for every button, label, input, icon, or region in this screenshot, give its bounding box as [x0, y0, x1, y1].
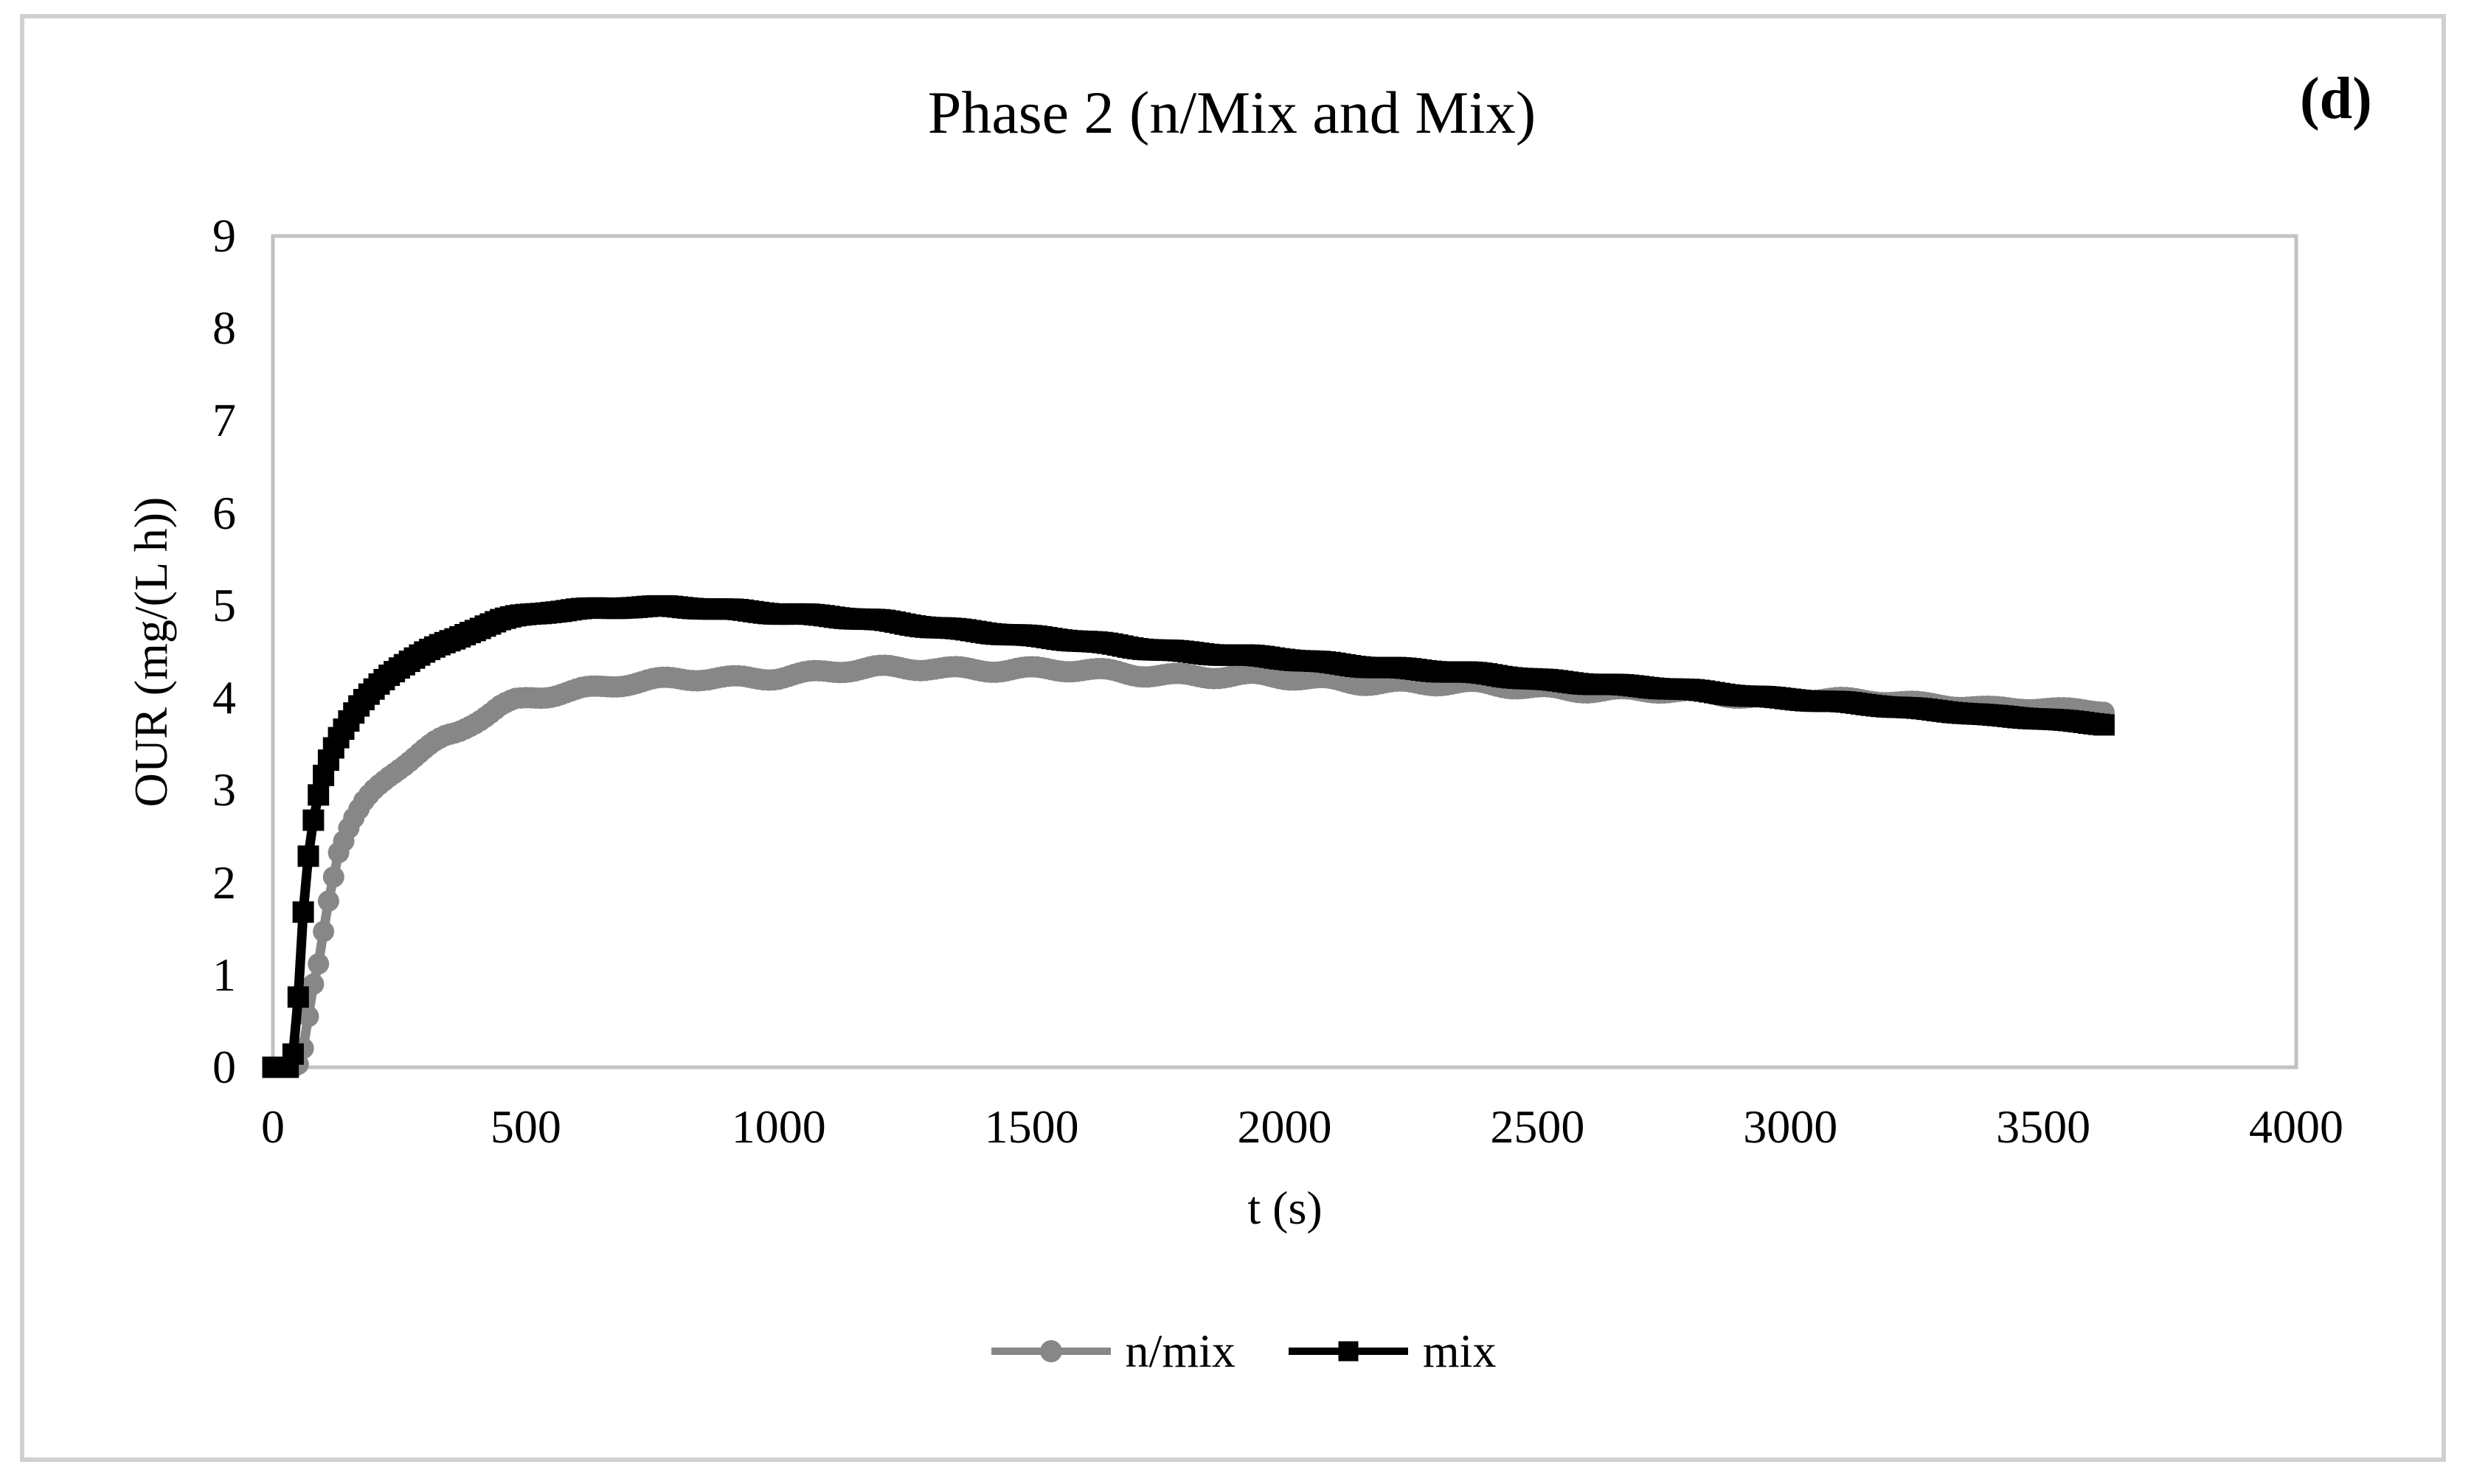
y-tick-label: 9 — [212, 209, 236, 262]
x-tick-label: 2000 — [1237, 1100, 1332, 1153]
mix-legend-marker-icon — [1288, 1339, 1408, 1364]
y-tick-label: 1 — [212, 948, 236, 1001]
panel-label: (d) — [2300, 66, 2372, 131]
chart-title: Phase 2 (n/Mix and Mix) — [927, 79, 1536, 146]
y-tick-label: 2 — [212, 856, 236, 909]
figure-frame — [20, 14, 2446, 1462]
series-n-mix — [262, 654, 2115, 1078]
series-mix — [262, 594, 2115, 1078]
legend-label-mix: mix — [1422, 1325, 1497, 1377]
x-tick-label: 1000 — [731, 1100, 826, 1153]
legend-label-nmix: n/mix — [1125, 1325, 1236, 1377]
y-tick-label: 3 — [212, 763, 236, 816]
legend-item-mix: mix — [1288, 1325, 1497, 1377]
x-tick-label: 3000 — [1743, 1100, 1838, 1153]
legend: n/mix mix — [27, 1328, 2461, 1375]
x-tick-label: 500 — [490, 1100, 561, 1153]
y-tick-label: 0 — [212, 1041, 236, 1093]
n-mix-legend-marker-icon — [991, 1339, 1111, 1364]
x-tick-label: 3500 — [1996, 1100, 2091, 1153]
legend-item-nmix: n/mix — [991, 1328, 1236, 1375]
x-tick-label: 0 — [261, 1100, 285, 1153]
y-tick-label: 5 — [212, 578, 236, 631]
x-axis-title: t (s) — [1247, 1182, 1323, 1234]
y-tick-label: 8 — [212, 302, 236, 355]
y-axis-title: OUR (mg/(L h)) — [125, 496, 177, 808]
x-tick-label: 1500 — [984, 1100, 1079, 1153]
plot-area-border — [271, 234, 2298, 1069]
x-tick-label: 2500 — [1490, 1100, 1585, 1153]
y-tick-label: 4 — [212, 671, 236, 724]
y-tick-label: 6 — [212, 486, 236, 539]
y-tick-label: 7 — [212, 394, 236, 447]
x-tick-label: 4000 — [2249, 1100, 2343, 1153]
